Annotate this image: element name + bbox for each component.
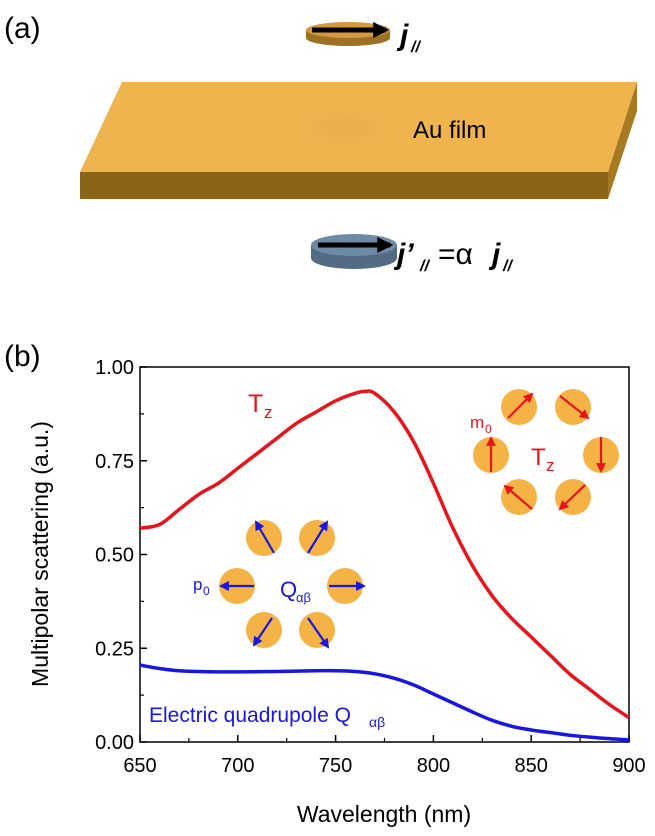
x-tick-label: 850 <box>515 755 548 777</box>
series-line-tz <box>139 389 630 720</box>
series-line-quadrupole <box>139 663 630 742</box>
x-axis-label: Wavelength (nm) <box>297 801 471 827</box>
q-moment-arrows <box>219 520 366 649</box>
toroidal-dipole-inset: m 0 T z <box>470 389 619 515</box>
svg-text:j: j <box>488 238 501 271</box>
svg-text://: // <box>419 258 430 275</box>
x-tick-labels: 650 700 750 800 850 900 <box>123 755 645 777</box>
x-tick-label: 750 <box>319 755 352 777</box>
top-gold-disk <box>306 21 390 46</box>
au-film-label: Au film <box>413 117 486 144</box>
svg-text:T: T <box>248 390 263 418</box>
y-tick-labels: 0.00 0.25 0.50 0.75 1.00 <box>95 357 134 754</box>
svg-text:αβ: αβ <box>369 714 385 730</box>
panel-a: (a) j // Au film j’ // =α <box>4 12 637 275</box>
svg-text://: // <box>410 39 421 56</box>
bottom-current-label: j’ // =α j // <box>393 238 513 275</box>
x-tick-label: 900 <box>612 755 645 777</box>
svg-text:=α: =α <box>438 238 473 271</box>
plot-frame <box>139 366 630 743</box>
quadrupole-series-label: Electric quadrupole Q αβ <box>149 704 385 730</box>
svg-text:Q: Q <box>280 577 297 602</box>
quadrupole-inset: p 0 Q αβ <box>193 520 366 649</box>
svg-text:z: z <box>264 403 273 422</box>
q-inset-center-label: Q αβ <box>280 577 311 605</box>
y-axis-label: Multipolar scattering (a.u.) <box>27 421 53 687</box>
top-current-label: j // <box>396 19 421 56</box>
y-tick-label: 0.25 <box>95 638 134 660</box>
svg-text:Electric quadrupole Q: Electric quadrupole Q <box>149 704 351 727</box>
au-film: Au film <box>80 82 637 199</box>
x-tick-label: 700 <box>221 755 254 777</box>
tz-inset-center-label: T z <box>531 444 555 475</box>
p0-label: p 0 <box>193 575 210 598</box>
y-tick-label: 1.00 <box>95 357 134 379</box>
m0-label: m 0 <box>470 413 492 436</box>
svg-text:αβ: αβ <box>296 590 311 605</box>
svg-text:p: p <box>193 575 202 594</box>
bottom-image-disk <box>311 234 397 269</box>
svg-text:T: T <box>531 444 546 471</box>
x-tick-label: 650 <box>123 755 156 777</box>
y-tick-label: 0.50 <box>95 545 134 567</box>
tz-dot-ring <box>473 389 619 515</box>
svg-text:j’: j’ <box>393 238 414 271</box>
x-tick-label: 800 <box>417 755 450 777</box>
svg-text:0: 0 <box>203 584 210 598</box>
svg-text://: // <box>502 258 513 275</box>
panel-b-label: (b) <box>4 340 41 373</box>
y-tick-label: 0.00 <box>95 732 134 754</box>
svg-text:z: z <box>546 456 555 475</box>
svg-text:m: m <box>470 413 484 432</box>
panel-a-label: (a) <box>4 12 41 45</box>
axis-ticks <box>139 366 630 743</box>
tz-series-label: T z <box>248 390 273 422</box>
tz-moment-arrows <box>486 392 606 511</box>
svg-text:j: j <box>396 19 409 52</box>
y-tick-label: 0.75 <box>95 451 134 473</box>
panel-b: (b) 650 700 750 800 850 900 0.00 0.25 0.50 0.75 1… <box>4 340 646 827</box>
svg-text:0: 0 <box>485 422 492 436</box>
